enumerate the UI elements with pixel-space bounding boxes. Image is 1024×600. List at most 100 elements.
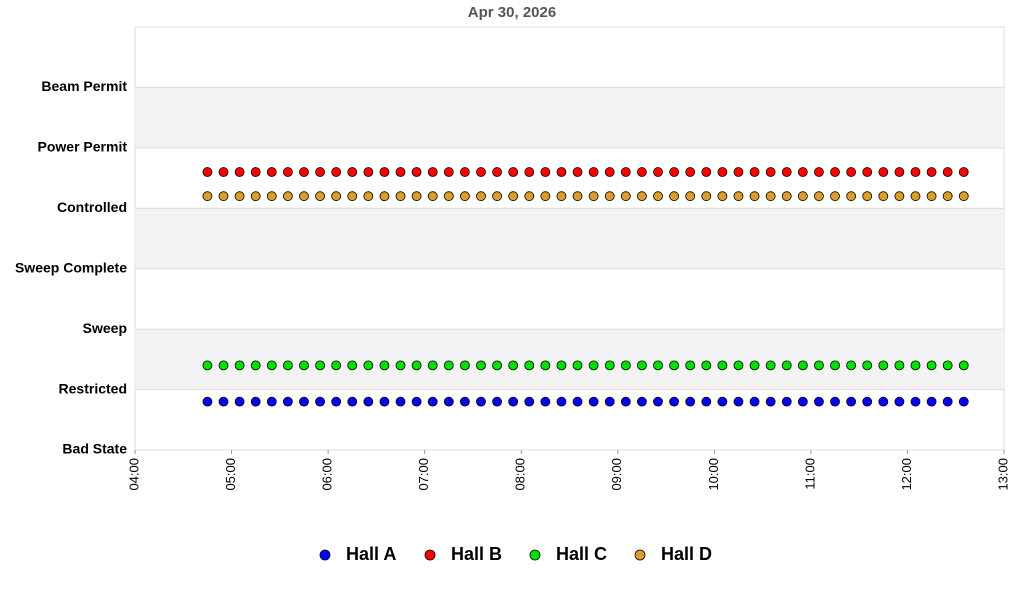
data-point	[733, 396, 744, 407]
data-point	[347, 360, 358, 371]
data-point	[637, 360, 647, 371]
data-point	[443, 191, 454, 202]
data-point	[459, 360, 470, 371]
x-tick-label: 12:00	[899, 458, 914, 491]
data-point	[765, 360, 776, 371]
x-tick-label: 06:00	[320, 458, 335, 491]
data-point	[830, 167, 840, 177]
data-point	[459, 167, 470, 177]
data-point	[797, 191, 808, 202]
data-point	[878, 167, 889, 177]
data-point	[266, 396, 277, 407]
data-point	[878, 396, 889, 407]
data-point	[620, 167, 631, 177]
data-point	[797, 360, 808, 371]
x-tick-label: 09:00	[609, 458, 624, 491]
data-point	[830, 191, 840, 202]
data-point	[733, 360, 744, 371]
data-point	[958, 360, 969, 371]
data-point	[540, 360, 551, 371]
data-point	[620, 360, 631, 371]
data-point	[508, 191, 519, 202]
y-tick-label: Bad State	[62, 441, 127, 457]
data-point	[395, 396, 406, 407]
data-point	[685, 167, 696, 177]
data-point	[958, 396, 969, 407]
data-point	[701, 360, 712, 371]
data-point	[218, 360, 229, 371]
data-point	[266, 360, 277, 371]
x-tick-label: 07:00	[416, 458, 431, 491]
data-point	[717, 167, 728, 177]
data-point	[202, 360, 213, 371]
data-point	[282, 191, 293, 202]
chart-title: Apr 30, 2026	[468, 4, 556, 21]
data-point	[315, 191, 325, 202]
data-point	[347, 396, 358, 407]
data-point	[492, 360, 502, 371]
data-point	[476, 191, 486, 202]
data-point	[604, 396, 615, 407]
y-tick-label: Restricted	[59, 380, 127, 396]
data-point	[202, 167, 213, 177]
data-point	[250, 191, 261, 202]
data-point	[910, 167, 921, 177]
data-point	[315, 167, 325, 177]
data-point	[637, 191, 647, 202]
data-point	[282, 396, 293, 407]
data-point	[524, 396, 535, 407]
data-point	[234, 191, 245, 202]
data-point	[492, 396, 502, 407]
data-point	[218, 396, 229, 407]
data-point	[476, 360, 486, 371]
x-tick-label: 13:00	[995, 458, 1010, 491]
data-point	[202, 396, 213, 407]
data-point	[347, 191, 358, 202]
data-point	[250, 167, 261, 177]
data-point	[604, 191, 615, 202]
data-point	[315, 396, 325, 407]
grid-band	[135, 208, 1004, 269]
data-point	[669, 396, 680, 407]
data-point	[926, 191, 937, 202]
data-point	[363, 191, 374, 202]
y-tick-label: Sweep	[83, 320, 127, 336]
data-point	[202, 191, 213, 202]
data-point	[299, 360, 309, 371]
data-point	[765, 396, 776, 407]
data-point	[250, 396, 261, 407]
data-point	[556, 167, 567, 177]
data-point	[218, 191, 229, 202]
data-point	[894, 191, 905, 202]
data-point	[814, 191, 824, 202]
data-point	[701, 167, 712, 177]
data-point	[411, 396, 422, 407]
data-point	[395, 167, 406, 177]
data-point	[331, 396, 342, 407]
data-point	[588, 360, 599, 371]
data-point	[942, 167, 953, 177]
data-point	[926, 360, 937, 371]
data-point	[910, 360, 921, 371]
data-point	[411, 360, 422, 371]
data-point	[234, 360, 245, 371]
data-point	[395, 360, 406, 371]
data-point	[846, 396, 857, 407]
data-point	[846, 191, 857, 202]
legend-marker	[634, 549, 646, 561]
data-point	[572, 191, 583, 202]
data-point	[814, 396, 824, 407]
data-point	[862, 396, 873, 407]
data-point	[878, 360, 889, 371]
data-point	[588, 191, 599, 202]
data-point	[556, 396, 567, 407]
data-point	[862, 167, 873, 177]
data-point	[894, 396, 905, 407]
data-point	[653, 167, 663, 177]
data-point	[749, 191, 760, 202]
data-point	[572, 167, 583, 177]
data-point	[846, 167, 857, 177]
data-point	[781, 360, 792, 371]
